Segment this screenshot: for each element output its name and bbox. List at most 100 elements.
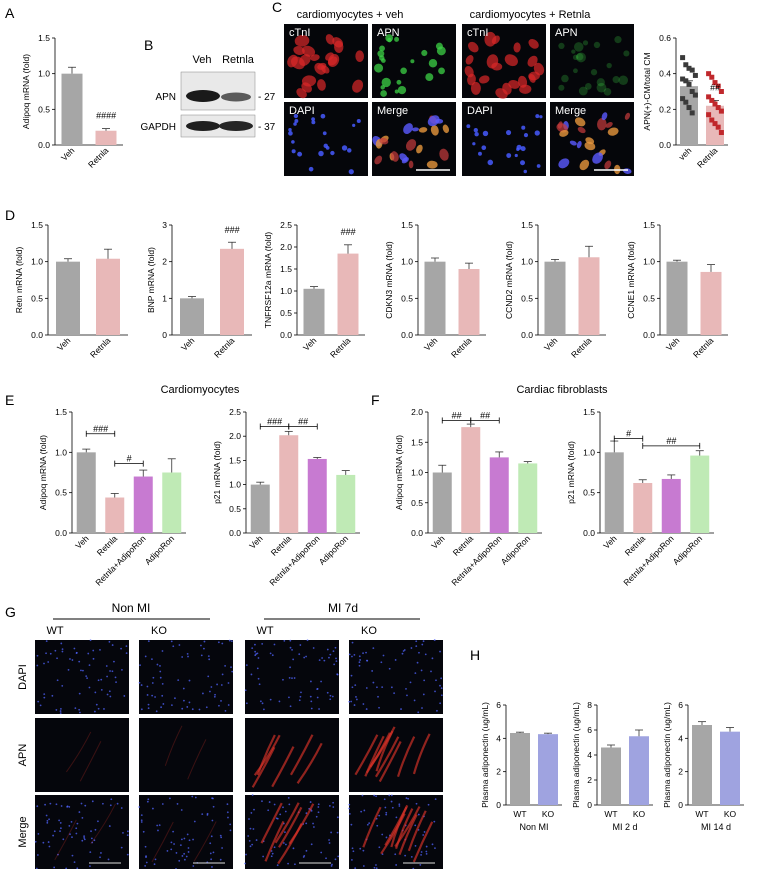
nucleus (126, 830, 129, 833)
cell (299, 54, 311, 66)
cell (576, 140, 582, 149)
nucleus (393, 692, 396, 695)
nucleus (436, 709, 438, 712)
nucleus (209, 690, 211, 693)
nucleus (258, 683, 261, 686)
cell (623, 50, 630, 57)
nucleus (261, 800, 263, 803)
nucleus (210, 686, 213, 688)
nucleus (212, 851, 215, 854)
nucleus (89, 865, 91, 868)
x-tick-label: Retnla (269, 533, 294, 558)
nucleus (398, 803, 401, 806)
nucleus (203, 647, 205, 650)
nucleus (69, 833, 71, 836)
nucleus (187, 847, 190, 849)
y-tick-label: 0.0 (280, 330, 292, 340)
nucleus (351, 655, 353, 658)
tissue-background (35, 718, 129, 792)
nucleus (385, 836, 388, 839)
nucleus (388, 667, 391, 670)
y-axis-label: Adipoq mRNA (fold) (21, 54, 31, 129)
bar-retnla (633, 482, 653, 533)
micrograph-tile-merge: Merge (372, 102, 456, 176)
nucleus (138, 681, 141, 684)
data-point (686, 65, 692, 71)
nucleus (78, 708, 81, 711)
nucleus (144, 864, 147, 867)
nucleus (59, 710, 62, 712)
nucleus (110, 798, 113, 801)
nucleus (140, 708, 143, 711)
data-point (680, 55, 686, 61)
nucleus (440, 694, 443, 697)
nucleus (45, 640, 48, 643)
x-tick-label: AdipoRon (143, 533, 177, 567)
nucleus (335, 660, 338, 663)
nucleus (292, 658, 295, 661)
nucleus (326, 691, 329, 694)
nucleus (303, 854, 306, 857)
nucleus (365, 708, 368, 710)
cell (390, 151, 399, 162)
micrograph-background (462, 102, 546, 176)
data-point (683, 99, 689, 105)
y-tick-label: 1.0 (280, 286, 292, 296)
nucleus (57, 853, 59, 856)
micrograph-tile-ctni: cTnI (462, 24, 546, 99)
nucleus (366, 823, 369, 826)
nucleus (68, 806, 71, 808)
nucleus (151, 694, 154, 697)
nucleus (257, 657, 260, 659)
x-tick-label: Retnla (449, 335, 474, 360)
nucleus (249, 827, 252, 830)
cell (425, 73, 434, 82)
nucleus (161, 650, 164, 652)
nucleus (251, 794, 254, 796)
nucleus (278, 700, 281, 703)
bar-retnla (95, 130, 117, 145)
nucleus (254, 654, 257, 657)
cell (380, 90, 387, 97)
nucleus (336, 673, 339, 676)
nucleus (47, 661, 50, 663)
nucleus (191, 708, 194, 711)
y-tick-label: 6 (678, 700, 683, 710)
blot-lane-veh: Veh (193, 54, 212, 66)
cell (482, 130, 489, 137)
nucleus (355, 698, 358, 701)
micrograph-tile-ctni: cTnI (284, 24, 368, 99)
nucleus (268, 801, 271, 803)
nucleus (78, 692, 81, 695)
y-tick-label: 0.5 (229, 504, 241, 514)
nucleus (61, 684, 64, 687)
significance-label: ## (666, 436, 677, 446)
nucleus (107, 858, 110, 861)
nucleus (245, 853, 247, 856)
nucleus (219, 834, 222, 837)
nucleus (201, 813, 204, 816)
nucleus (46, 821, 49, 824)
significance-label: ### (93, 424, 109, 434)
apn-signal (374, 736, 400, 778)
nucleus (210, 835, 213, 838)
chart-e1: 0.0 0.5 1.0 1.5 Adipoq mRNA (fold) Veh RetnlaR… (38, 407, 186, 588)
cell (308, 166, 314, 172)
tissue-background (349, 718, 443, 792)
y-tick-label: 4 (587, 750, 592, 760)
bar-retnla-adiporon (661, 478, 681, 533)
nucleus (354, 684, 357, 687)
cell (328, 54, 340, 67)
nucleus (151, 658, 153, 661)
nucleus (255, 839, 258, 841)
nucleus (298, 699, 301, 702)
nucleus (267, 809, 270, 812)
nucleus (181, 707, 184, 710)
nucleus (365, 651, 367, 654)
nucleus (120, 846, 123, 849)
y-tick-label: 0.0 (38, 140, 50, 150)
nucleus (108, 640, 111, 643)
data-point (706, 112, 712, 118)
nucleus (404, 854, 407, 857)
nucleus (334, 646, 337, 649)
